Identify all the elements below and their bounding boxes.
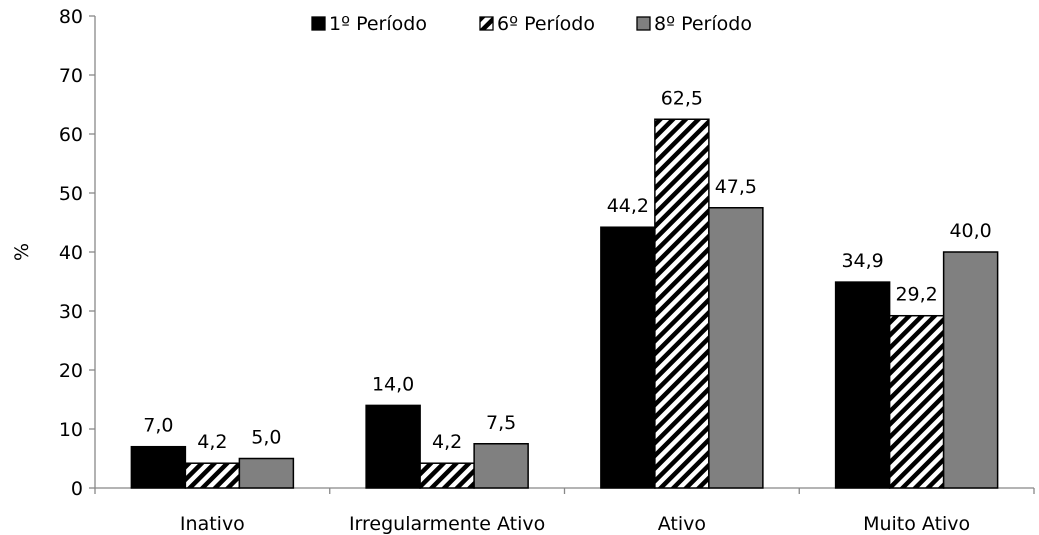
data-label: 62,5 xyxy=(661,87,703,109)
y-tick-label: 60 xyxy=(59,124,83,146)
bar xyxy=(600,226,656,489)
bar xyxy=(834,281,891,489)
data-label: 47,5 xyxy=(715,176,757,198)
y-tick-label: 50 xyxy=(59,183,83,205)
bar xyxy=(184,462,241,489)
x-category-label: Irregularmente Ativo xyxy=(349,513,545,535)
x-axis: Inativo Irregularmente Ativo Ativo Muito At… xyxy=(94,487,1035,535)
data-labels: 7,0 4,2 5,0 14,0 4,2 7,5 44,2 62,5 47,5 34,9 29,2 4… xyxy=(143,87,992,453)
legend: 1º Período 6º Período 8º Período xyxy=(311,13,752,35)
y-tick-label: 10 xyxy=(59,419,83,441)
data-label: 7,0 xyxy=(143,415,173,437)
data-label: 4,2 xyxy=(432,431,462,453)
legend-swatch xyxy=(311,16,326,31)
legend-label: 6º Período xyxy=(497,13,595,35)
bar xyxy=(419,462,475,489)
data-label: 44,2 xyxy=(607,195,649,217)
data-label: 40,0 xyxy=(949,220,991,242)
bar xyxy=(473,443,529,489)
y-tick-label: 0 xyxy=(71,478,83,500)
x-category-label: Ativo xyxy=(658,513,706,535)
legend-swatch xyxy=(636,16,651,31)
bar xyxy=(365,404,421,489)
legend-label: 1º Período xyxy=(329,13,427,35)
data-label: 7,5 xyxy=(486,412,516,434)
bars xyxy=(130,118,999,489)
y-axis: 0 10 20 30 40 50 60 70 80 xyxy=(59,6,96,500)
x-category-label: Inativo xyxy=(180,513,245,535)
legend-swatch xyxy=(479,16,494,31)
y-axis-title: % xyxy=(11,243,33,261)
y-tick-label: 40 xyxy=(59,242,83,264)
bar xyxy=(942,251,999,489)
bar xyxy=(708,207,764,489)
data-label: 14,0 xyxy=(372,373,414,395)
data-label: 34,9 xyxy=(841,250,883,272)
data-label: 29,2 xyxy=(895,284,937,306)
y-tick-label: 80 xyxy=(59,6,83,28)
bar xyxy=(238,457,295,489)
y-tick-label: 30 xyxy=(59,301,83,323)
y-tick-label: 70 xyxy=(59,65,83,87)
data-label: 5,0 xyxy=(251,427,281,449)
data-label: 4,2 xyxy=(197,431,227,453)
legend-label: 8º Período xyxy=(654,13,752,35)
y-tick-label: 20 xyxy=(59,360,83,382)
bar xyxy=(888,314,945,489)
x-category-label: Muito Ativo xyxy=(863,513,970,535)
bar xyxy=(654,118,710,489)
bar xyxy=(130,445,187,489)
